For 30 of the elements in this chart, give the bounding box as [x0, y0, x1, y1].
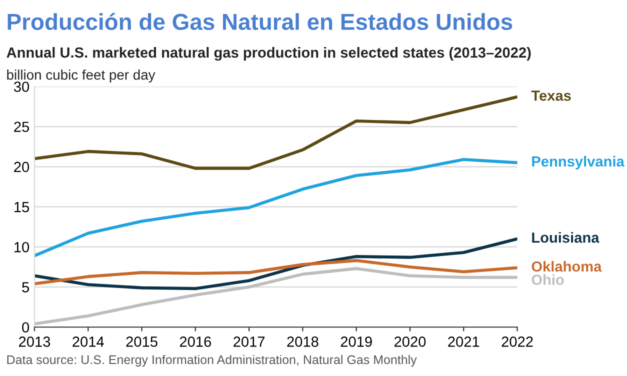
y-axis-title: billion cubic feet per day — [7, 70, 156, 83]
line-series — [34, 259, 518, 286]
x-tick-label: 2019 — [340, 336, 372, 347]
y-tick-label: 20 — [14, 162, 30, 172]
x-tick-label: 2016 — [180, 336, 211, 347]
y-tick-label: 30 — [14, 82, 30, 92]
y-tick-label: 10 — [14, 242, 30, 252]
x-tick-label: 2015 — [126, 336, 158, 347]
x-tick-label: 2018 — [287, 336, 318, 347]
y-tick-label: 5 — [22, 282, 30, 292]
line-series — [34, 237, 518, 290]
source-note: Data source: U.S. Energy Information Administration, Natural Gas Monthly — [7, 354, 417, 367]
x-tick-label: 2017 — [234, 336, 265, 347]
y-tick-label: 25 — [14, 122, 30, 132]
x-tick-label: 2022 — [502, 336, 533, 347]
series-label: Ohio — [532, 274, 564, 285]
x-tick-label: 2020 — [394, 336, 426, 347]
chart-subtitle: Annual U.S. marketed natural gas production in selected states (2013–2022) — [6, 47, 531, 61]
x-tick-label: 2021 — [448, 336, 480, 347]
y-tick-label: 15 — [14, 202, 30, 212]
chart-title: Producción de Gas Natural en Estados Unidos — [8, 12, 512, 30]
series-label: Texas — [531, 90, 571, 101]
line-series — [34, 158, 518, 258]
series-label: Pennsylvania — [532, 156, 624, 170]
series-label: Oklahoma — [532, 260, 602, 272]
series-label: Louisiana — [532, 232, 600, 243]
x-tick-label: 2014 — [72, 336, 104, 347]
x-tick-label: 2013 — [19, 336, 50, 347]
line-series — [34, 95, 518, 170]
y-tick-label: 0 — [22, 322, 30, 333]
